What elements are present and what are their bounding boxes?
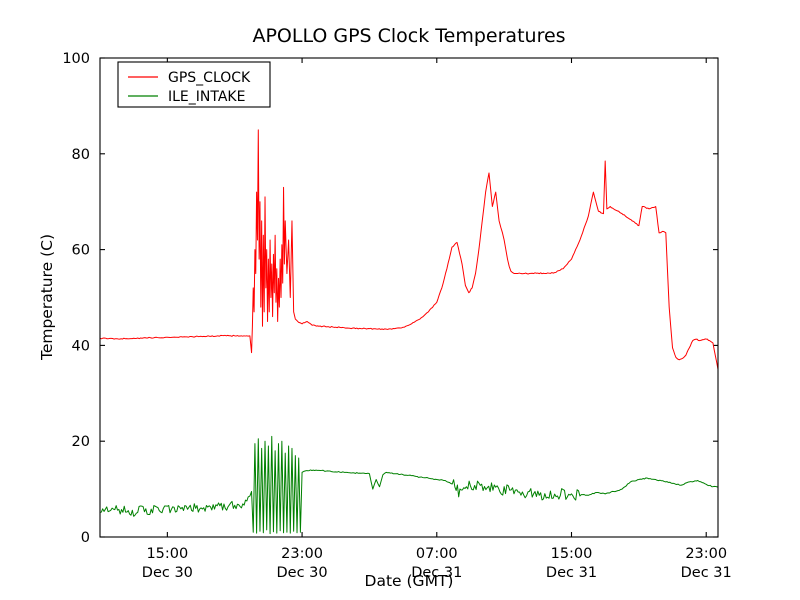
x-axis-label: Date (GMT) [365, 572, 454, 590]
series-line-gps-clock [100, 129, 718, 370]
x-tick-label-date: Dec 31 [411, 565, 462, 581]
x-tick-label-date: Dec 31 [546, 565, 597, 581]
y-axis-ticks: 0 20 40 60 80 100 [62, 51, 718, 546]
x-tick-label-time: 23:00 [281, 546, 323, 562]
x-tick-label-date: Dec 30 [277, 565, 328, 581]
legend-label-ile-intake: ILE_INTAKE [168, 89, 245, 105]
y-axis-label: Temperature (C) [38, 234, 56, 361]
y-tick-label: 100 [62, 51, 90, 67]
y-tick-label: 40 [72, 338, 90, 354]
chart-legend[interactable]: GPS_CLOCK ILE_INTAKE [117, 61, 271, 108]
x-tick-label-date: Dec 31 [681, 565, 732, 581]
y-tick-label: 60 [72, 243, 90, 259]
x-tick-label-date: Dec 30 [142, 565, 193, 581]
axes-frame [99, 57, 719, 538]
x-tick-label-time: 23:00 [685, 546, 727, 562]
series-line-ile-intake [100, 435, 718, 535]
x-tick-label-time: 15:00 [551, 546, 593, 562]
plot-area-background [100, 58, 718, 537]
y-tick-label: 80 [72, 147, 90, 163]
legend-label-gps-clock: GPS_CLOCK [168, 70, 251, 86]
x-tick-label-time: 07:00 [416, 546, 458, 562]
x-axis-ticks: 15:00 Dec 30 23:00 Dec 30 07:00 Dec 31 15:00 De… [142, 58, 732, 581]
x-tick-label-time: 15:00 [146, 546, 188, 562]
y-tick-label: 0 [81, 530, 90, 546]
chart-title: APOLLO GPS Clock Temperatures [252, 25, 565, 47]
y-tick-label: 20 [72, 434, 90, 450]
series-container [100, 129, 718, 535]
legend-background [117, 61, 271, 108]
